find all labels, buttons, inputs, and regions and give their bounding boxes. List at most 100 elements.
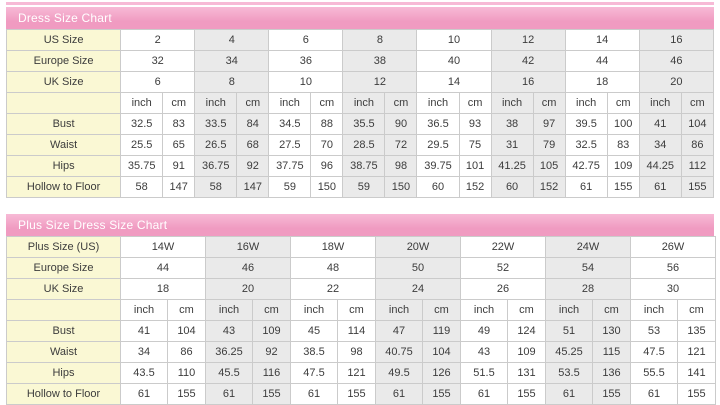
unit-inch-cell: inch: [342, 92, 386, 114]
measure-inch-cell: 28.5: [342, 134, 386, 156]
size-value-cell: 12: [342, 71, 418, 93]
unit-cm-cell: cm: [422, 299, 461, 321]
measure-inch-cell: 44.25: [638, 155, 682, 177]
unit-inch-cell: inch: [564, 92, 608, 114]
measure-cm-cell: 131: [507, 362, 546, 384]
size-value-cell: 30: [630, 278, 716, 300]
unit-cm-cell: cm: [236, 92, 270, 114]
measure-inch-cell: 32.5: [564, 134, 608, 156]
measure-cm-cell: 84: [236, 113, 270, 135]
measure-inch-cell: 61: [120, 383, 168, 405]
size-value-cell: 20W: [375, 236, 461, 258]
measure-inch-cell: 27.5: [268, 134, 312, 156]
size-value-cell: 44: [564, 50, 640, 72]
page-top-border: [6, 2, 714, 5]
measure-cm-cell: 97: [532, 113, 566, 135]
measure-inch-cell: 47.5: [290, 362, 338, 384]
size-value-cell: 18W: [290, 236, 376, 258]
measure-cm-cell: 92: [252, 341, 291, 363]
size-value-cell: 26W: [630, 236, 716, 258]
measure-inch-cell: 37.75: [268, 155, 312, 177]
measure-cm-cell: 90: [384, 113, 418, 135]
measure-cm-cell: 155: [422, 383, 461, 405]
measure-cm-cell: 98: [337, 341, 376, 363]
unit-inch-cell: inch: [120, 92, 164, 114]
table-row: UK Size 6 8 10 12 14 16 18 20: [5, 71, 715, 93]
measure-inch-cell: 60: [490, 176, 534, 198]
measure-inch-cell: 61: [630, 383, 678, 405]
unit-cm-cell: cm: [677, 299, 716, 321]
measure-inch-cell: 43: [460, 341, 508, 363]
unit-cm-cell: cm: [337, 299, 376, 321]
measure-cm-cell: 135: [677, 320, 716, 342]
measure-inch-cell: 33.5: [194, 113, 238, 135]
size-value-cell: 48: [290, 257, 376, 279]
measure-inch-cell: 61: [290, 383, 338, 405]
size-value-cell: 26: [460, 278, 546, 300]
measure-inch-cell: 36.25: [205, 341, 253, 363]
size-value-cell: 10: [416, 29, 492, 51]
measure-cm-cell: 88: [310, 113, 344, 135]
unit-inch-cell: inch: [120, 299, 168, 321]
measure-cm-cell: 124: [507, 320, 546, 342]
measure-inch-cell: 36.5: [416, 113, 460, 135]
measure-inch-cell: 53: [630, 320, 678, 342]
size-value-cell: 6: [120, 71, 196, 93]
size-value-cell: 14: [416, 71, 492, 93]
measure-inch-cell: 47.5: [630, 341, 678, 363]
measure-cm-cell: 86: [680, 134, 715, 156]
chart-title: Plus Size Dress Size Chart: [18, 218, 168, 232]
plus-size-dress-size-chart: Plus Size Dress Size Chart Plus Size (US…: [6, 214, 716, 405]
unit-corner-cell: [5, 92, 122, 114]
size-value-cell: 22W: [460, 236, 546, 258]
measure-inch-cell: 41: [638, 113, 682, 135]
size-value-cell: 38: [342, 50, 418, 72]
measure-inch-cell: 61: [460, 383, 508, 405]
measure-inch-cell: 58: [120, 176, 164, 198]
measure-inch-cell: 60: [416, 176, 460, 198]
measure-cm-cell: 126: [422, 362, 461, 384]
measure-inch-cell: 34.5: [268, 113, 312, 135]
size-value-cell: 2: [120, 29, 196, 51]
measure-cm-cell: 155: [680, 176, 715, 198]
unit-inch-cell: inch: [630, 299, 678, 321]
measure-inch-cell: 59: [268, 176, 312, 198]
unit-cm-cell: cm: [384, 92, 418, 114]
measure-inch-cell: 47: [375, 320, 423, 342]
measure-cm-cell: 98: [384, 155, 418, 177]
measure-cm-cell: 155: [606, 176, 640, 198]
table-row: UK Size 18 20 22 24 26 28 30: [6, 278, 716, 300]
size-value-cell: 16W: [205, 236, 291, 258]
row-label-cell: Plus Size (US): [6, 236, 121, 258]
dress-size-chart: Dress Size Chart US Size 2 4 6 8 10 12 14 16 Euro…: [5, 7, 715, 198]
measure-cm-cell: 65: [162, 134, 196, 156]
measure-inch-cell: 45.5: [205, 362, 253, 384]
table-row: Bust 41 104 43 109 45 114 47 119 49 124 51 130 53 135: [6, 320, 716, 342]
measure-inch-cell: 49: [460, 320, 508, 342]
table-row: Plus Size (US) 14W 16W 18W 20W 22W 24W 26W: [6, 236, 716, 258]
size-value-cell: 14: [564, 29, 640, 51]
size-value-cell: 42: [490, 50, 566, 72]
size-value-cell: 20: [205, 278, 291, 300]
chart-title-bar: Plus Size Dress Size Chart: [6, 214, 714, 236]
measure-cm-cell: 72: [384, 134, 418, 156]
size-value-cell: 8: [194, 71, 270, 93]
unit-cm-cell: cm: [458, 92, 492, 114]
measure-cm-cell: 119: [422, 320, 461, 342]
size-value-cell: 18: [120, 278, 206, 300]
measure-cm-cell: 109: [507, 341, 546, 363]
measure-inch-cell: 55.5: [630, 362, 678, 384]
measure-inch-cell: 58: [194, 176, 238, 198]
measure-cm-cell: 83: [162, 113, 196, 135]
row-label-cell: Hollow to Floor: [6, 383, 121, 405]
measure-cm-cell: 83: [606, 134, 640, 156]
measure-cm-cell: 152: [532, 176, 566, 198]
unit-inch-cell: inch: [490, 92, 534, 114]
size-value-cell: 44: [120, 257, 206, 279]
unit-cm-cell: cm: [680, 92, 715, 114]
measure-cm-cell: 150: [384, 176, 418, 198]
measure-cm-cell: 114: [337, 320, 376, 342]
unit-cm-cell: cm: [162, 92, 196, 114]
measure-cm-cell: 104: [680, 113, 715, 135]
table-row: Hollow to Floor 61 155 61 155 61 155 61 155 61 155…: [6, 383, 716, 405]
